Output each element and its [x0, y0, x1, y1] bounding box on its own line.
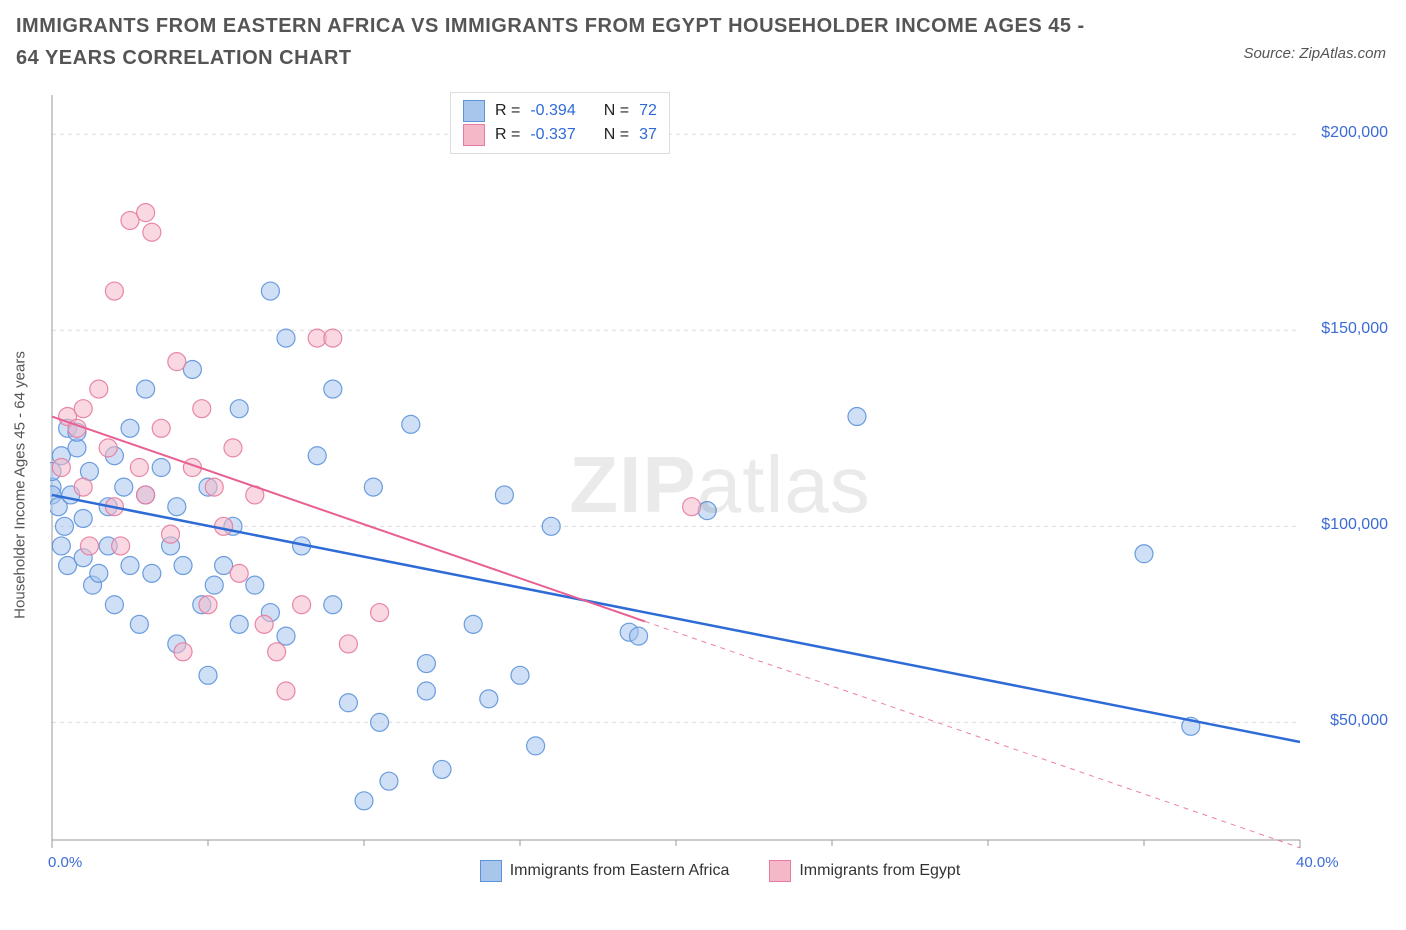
r-label: R = [495, 99, 520, 123]
y-tick-label: $150,000 [1321, 320, 1388, 338]
chart-container: IMMIGRANTS FROM EASTERN AFRICA VS IMMIGR… [0, 0, 1406, 930]
y-tick-label: $200,000 [1321, 124, 1388, 142]
y-tick-label: $100,000 [1321, 516, 1388, 534]
series-legend: Immigrants from Eastern Africa Immigrants… [50, 860, 1390, 882]
source-label: Source: ZipAtlas.com [1243, 45, 1386, 62]
series-legend-label: Immigrants from Eastern Africa [510, 862, 730, 880]
legend-row: R = -0.394 N = 72 [463, 99, 657, 123]
legend-swatch [463, 124, 485, 146]
y-axis-label: Householder Income Ages 45 - 64 years [12, 351, 29, 619]
n-value: 72 [639, 99, 657, 123]
legend-swatch [769, 860, 791, 882]
chart-title: IMMIGRANTS FROM EASTERN AFRICA VS IMMIGR… [16, 10, 1106, 74]
series-legend-item: Immigrants from Egypt [769, 860, 960, 882]
legend-swatch [463, 100, 485, 122]
y-tick-label: $50,000 [1330, 712, 1388, 730]
series-legend-item: Immigrants from Eastern Africa [480, 860, 730, 882]
correlation-legend: R = -0.394 N = 72 R = -0.337 N = 37 [450, 92, 670, 154]
r-value: -0.394 [530, 99, 575, 123]
r-label: R = [495, 123, 520, 147]
scatter-chart [50, 90, 1390, 880]
n-value: 37 [639, 123, 657, 147]
legend-swatch [480, 860, 502, 882]
r-value: -0.337 [530, 123, 575, 147]
legend-row: R = -0.337 N = 37 [463, 123, 657, 147]
n-label: N = [604, 123, 629, 147]
n-label: N = [604, 99, 629, 123]
plot-area: Householder Income Ages 45 - 64 years ZI… [50, 90, 1390, 880]
series-legend-label: Immigrants from Egypt [799, 862, 960, 880]
